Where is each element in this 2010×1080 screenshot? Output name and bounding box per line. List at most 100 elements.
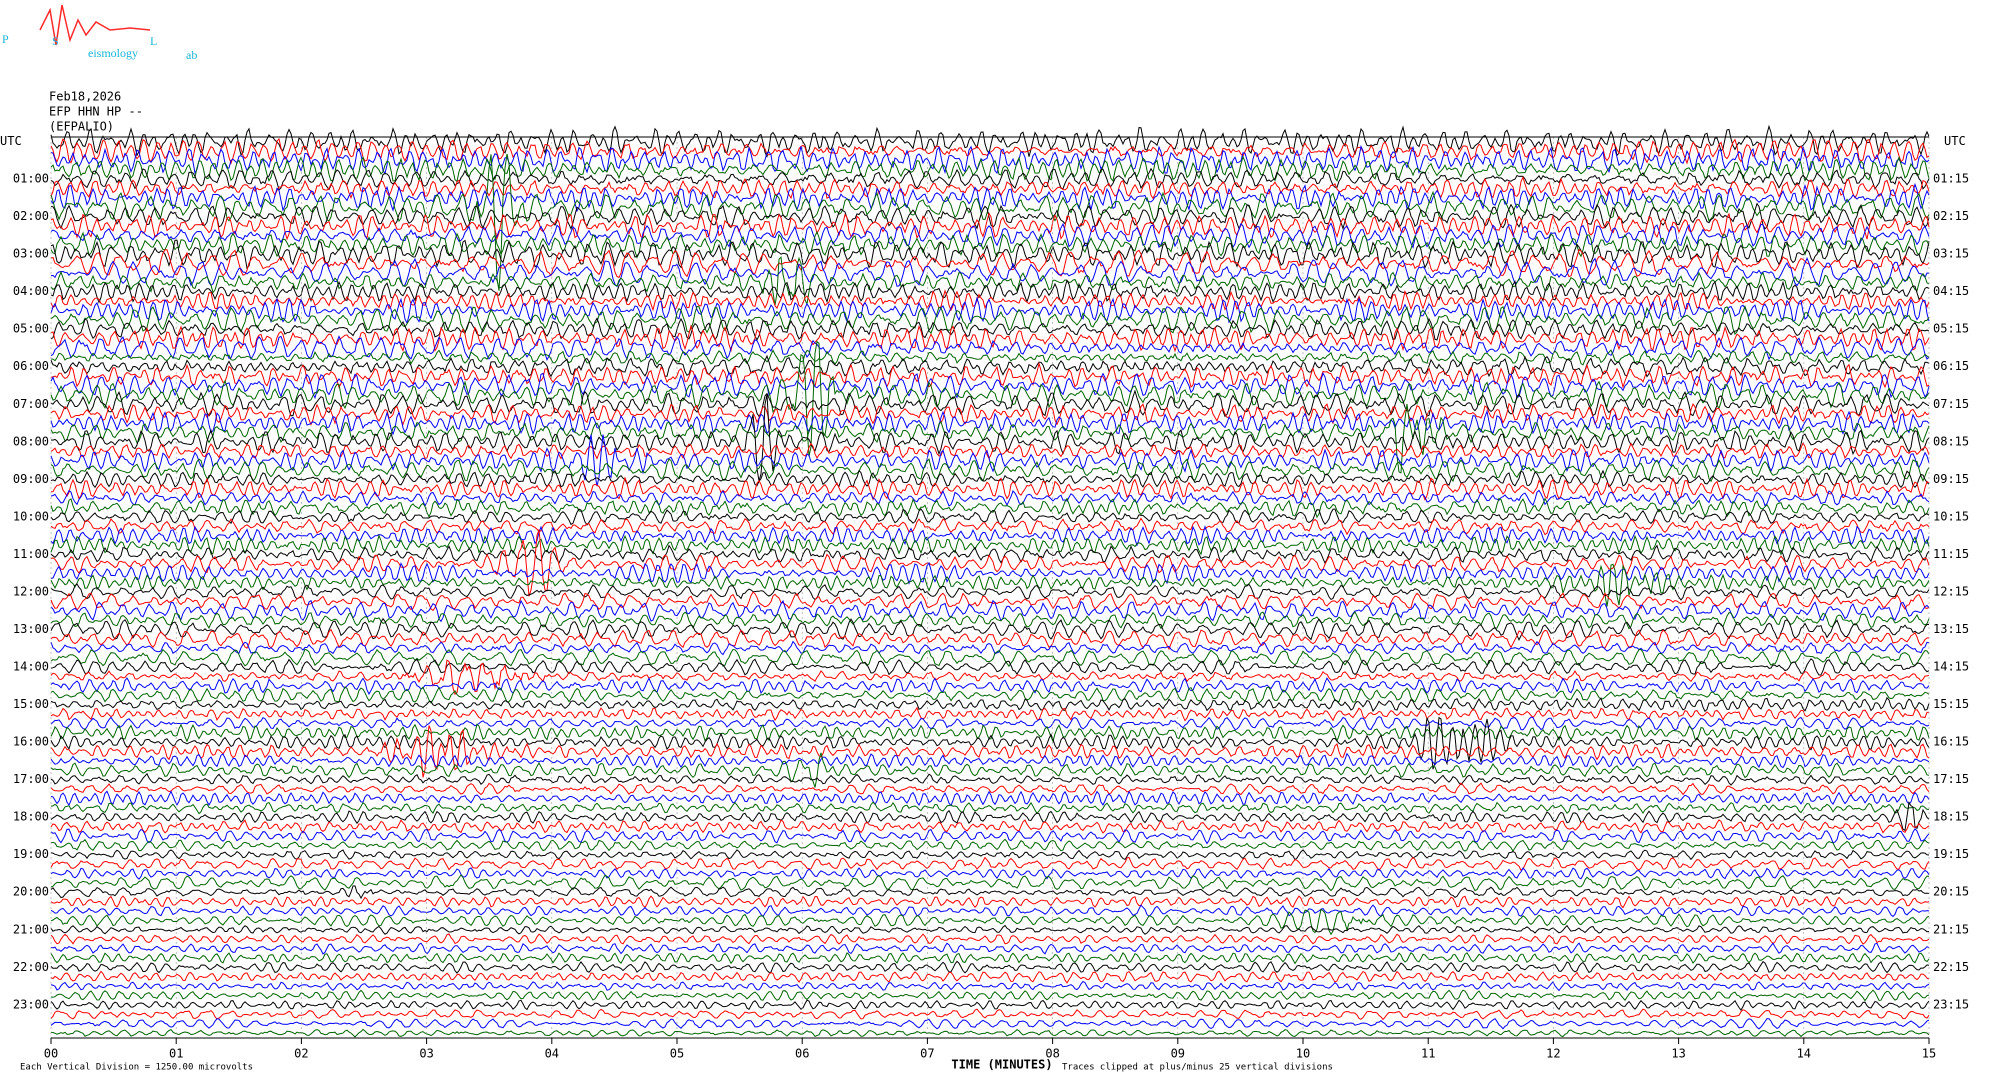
trace — [50, 544, 1930, 565]
row-label-left: 15:00 — [13, 697, 49, 711]
trace — [50, 256, 1930, 306]
trace — [50, 497, 1930, 519]
row-label-right: 08:15 — [1933, 434, 1969, 448]
trace — [50, 469, 1930, 489]
trace — [50, 517, 1930, 536]
trace — [50, 696, 1930, 713]
trace — [50, 304, 1930, 335]
trace — [50, 591, 1930, 612]
trace — [50, 239, 1930, 270]
trace — [50, 677, 1930, 696]
trace — [50, 790, 1930, 807]
trace — [50, 144, 1930, 175]
trace — [50, 153, 1930, 291]
trace — [50, 942, 1930, 955]
x-tick-label: 14 — [1797, 1047, 1811, 1061]
trace — [50, 960, 1930, 974]
trace — [50, 874, 1930, 892]
x-tick-label: 11 — [1421, 1047, 1435, 1061]
trace — [50, 628, 1930, 651]
trace — [50, 980, 1930, 992]
trace — [50, 371, 1930, 400]
trace — [50, 686, 1930, 704]
trace — [50, 772, 1930, 786]
x-tick-label: 15 — [1922, 1047, 1936, 1061]
row-label-right: 06:15 — [1933, 359, 1969, 373]
logo-lab: ab — [186, 48, 197, 62]
x-tick-label: 00 — [44, 1047, 58, 1061]
trace — [50, 155, 1930, 183]
x-tick-label: 02 — [294, 1047, 308, 1061]
row-label-right: 19:15 — [1933, 847, 1969, 861]
row-label-left: 16:00 — [13, 735, 49, 749]
trace — [50, 648, 1930, 668]
x-tick-label: 01 — [169, 1047, 183, 1061]
trace — [50, 409, 1930, 436]
row-label-left: 01:00 — [13, 172, 49, 186]
row-label-left: 05:00 — [13, 322, 49, 336]
x-tick-label: 10 — [1296, 1047, 1310, 1061]
trace — [50, 782, 1930, 796]
row-label-right: 02:15 — [1933, 209, 1969, 223]
row-label-right: 03:15 — [1933, 247, 1969, 261]
x-tick-label: 12 — [1546, 1047, 1560, 1061]
logo-l: L — [150, 34, 157, 48]
logo-s: S — [52, 34, 59, 48]
row-label-right: 20:15 — [1933, 885, 1969, 899]
row-label-right: 11:15 — [1933, 547, 1969, 561]
trace — [50, 434, 1930, 487]
x-tick-label: 05 — [670, 1047, 684, 1061]
trace — [50, 725, 1930, 778]
trace — [50, 904, 1930, 918]
row-label-left: 22:00 — [13, 960, 49, 974]
row-label-left: 19:00 — [13, 847, 49, 861]
trace — [50, 508, 1930, 526]
trace — [50, 970, 1930, 984]
trace — [50, 256, 1930, 288]
row-label-left: 06:00 — [13, 359, 49, 373]
trace — [50, 296, 1930, 325]
trace — [50, 403, 1930, 474]
trace — [50, 885, 1930, 900]
trace — [50, 534, 1930, 556]
trace — [50, 458, 1930, 483]
trace — [50, 716, 1930, 731]
trace — [50, 222, 1930, 249]
row-label-left: 21:00 — [13, 922, 49, 936]
x-tick-label: 13 — [1671, 1047, 1685, 1061]
x-tick-label: 04 — [545, 1047, 559, 1061]
scale-note: Each Vertical Division = 1250.00 microvo… — [20, 1063, 253, 1073]
trace — [50, 176, 1930, 200]
trace — [50, 611, 1930, 630]
trace — [50, 1017, 1930, 1030]
trace — [50, 394, 1930, 482]
row-label-right: 07:15 — [1933, 397, 1969, 411]
row-label-right: 22:15 — [1933, 960, 1969, 974]
row-label-right: 15:15 — [1933, 697, 1969, 711]
trace — [50, 289, 1930, 312]
trace — [50, 999, 1930, 1012]
row-label-right: 23:15 — [1933, 997, 1969, 1011]
row-label-right: 21:15 — [1933, 922, 1969, 936]
trace — [50, 361, 1930, 389]
trace — [50, 279, 1930, 304]
chart-title: Feb18,2026 — [49, 90, 121, 104]
row-label-left: 09:00 — [13, 472, 49, 486]
trace — [50, 354, 1930, 378]
row-label-left: 13:00 — [13, 622, 49, 636]
trace — [50, 476, 1930, 501]
row-label-right: 14:15 — [1933, 660, 1969, 674]
trace — [50, 317, 1930, 341]
trace — [50, 211, 1930, 241]
row-label-right: 04:15 — [1933, 284, 1969, 298]
trace — [50, 340, 1930, 457]
trace — [50, 933, 1930, 945]
trace — [50, 442, 1930, 460]
trace — [50, 1028, 1930, 1038]
trace — [50, 202, 1930, 231]
trace — [50, 583, 1930, 601]
row-label-left: 20:00 — [13, 885, 49, 899]
trace — [50, 723, 1930, 743]
station-label: (EFPALIO) — [49, 120, 114, 134]
logo-p: P — [2, 32, 9, 46]
